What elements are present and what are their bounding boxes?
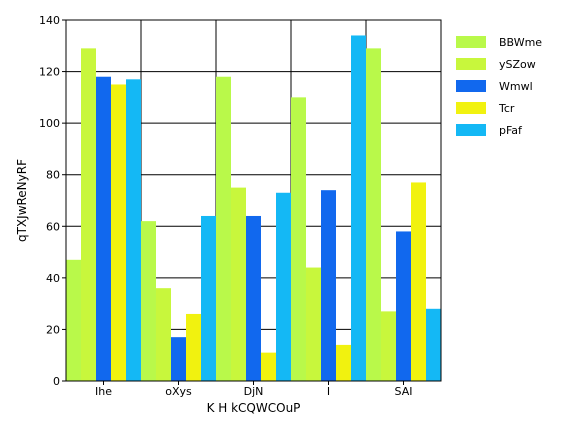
legend-label: pFaf: [499, 124, 523, 137]
bar: [276, 192, 291, 381]
y-tick-label: 80: [46, 169, 60, 182]
legend-swatch: [456, 36, 486, 48]
bar: [126, 79, 141, 382]
legend-swatch: [456, 58, 486, 70]
legend-label: Tcr: [498, 102, 515, 115]
legend-swatch: [456, 80, 486, 92]
bar: [81, 48, 96, 381]
bar: [291, 97, 306, 381]
x-tick-label: SAI: [395, 385, 413, 398]
bar: [366, 48, 381, 381]
bar: [426, 308, 441, 381]
bar: [246, 215, 261, 381]
bar: [336, 344, 351, 381]
legend-swatch: [456, 102, 486, 114]
legend-label: Wmwl: [499, 80, 533, 93]
y-tick-label: 140: [39, 14, 60, 27]
bar: [411, 182, 426, 381]
y-tick-label: 20: [46, 323, 60, 336]
bar: [321, 190, 336, 381]
bar: [96, 76, 111, 381]
bar: [186, 313, 201, 381]
bar: [231, 187, 246, 381]
y-axis-ticks: 0 20 40 60 80 100 120 140: [39, 14, 66, 388]
y-axis-label: qTXJwReNyRF: [15, 159, 29, 242]
bar: [111, 84, 126, 381]
x-axis-ticks: Ihe oXys DjN I SAI: [95, 381, 412, 398]
bar: [66, 259, 81, 381]
bar: [306, 267, 321, 381]
bar: [141, 221, 156, 381]
x-tick-label: Ihe: [95, 385, 112, 398]
bars: [66, 35, 441, 382]
bar: [396, 231, 411, 381]
bar: [261, 352, 276, 381]
y-tick-label: 120: [39, 66, 60, 79]
bar: [351, 35, 366, 381]
legend-swatch: [456, 124, 486, 136]
legend-label: BBWme: [499, 36, 542, 49]
x-tick-label: DjN: [244, 385, 264, 398]
legend: BBWme ySZow Wmwl Tcr pFaf: [456, 36, 542, 137]
legend-label: ySZow: [499, 58, 536, 71]
x-tick-label: oXys: [165, 385, 192, 398]
bar: [156, 288, 171, 381]
x-axis-label: K H kCQWCOuP: [207, 401, 301, 415]
bar: [381, 311, 396, 381]
y-tick-label: 100: [39, 117, 60, 130]
x-tick-label: I: [327, 385, 330, 398]
bar: [171, 337, 186, 381]
y-tick-label: 40: [46, 272, 60, 285]
y-tick-label: 0: [53, 375, 60, 388]
bar: [216, 76, 231, 381]
y-tick-label: 60: [46, 220, 60, 233]
bar: [201, 215, 216, 381]
